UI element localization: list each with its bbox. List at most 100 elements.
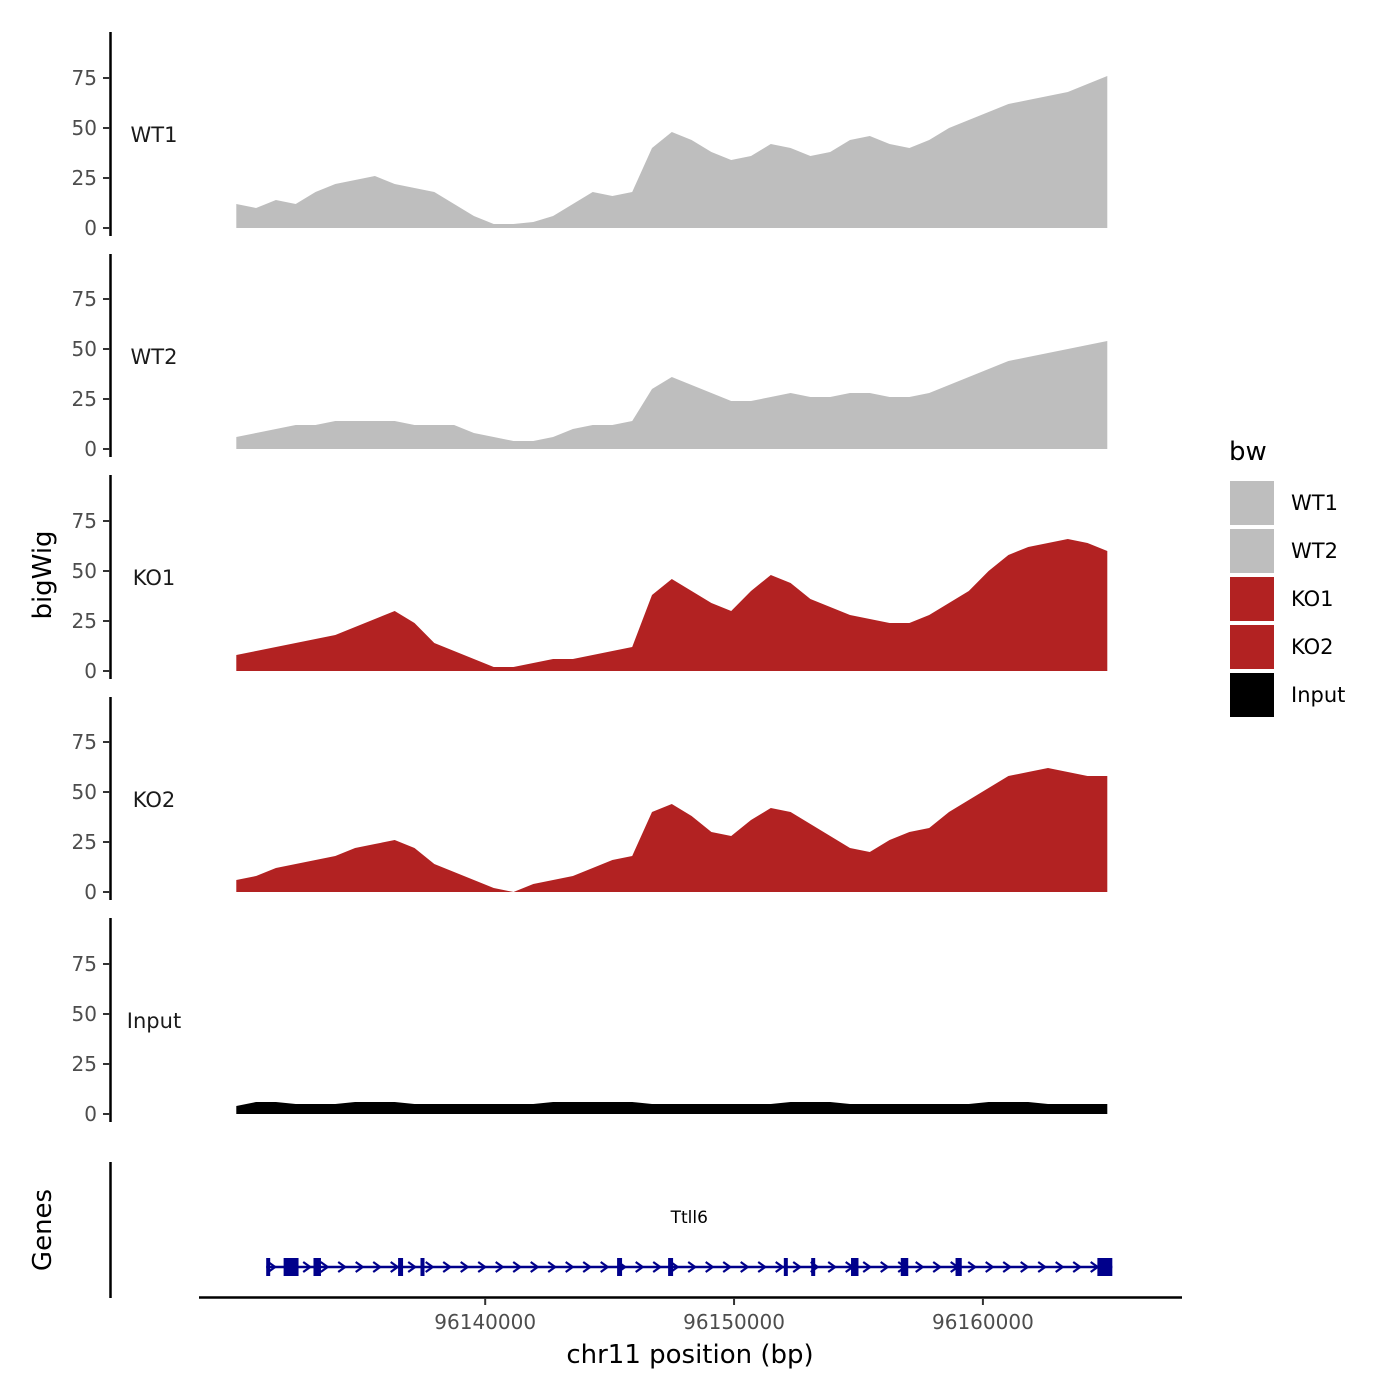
legend-swatch-ko1	[1228, 575, 1276, 623]
gene-exon	[313, 1258, 321, 1276]
gene-exon	[266, 1258, 271, 1276]
y-tick-label-input-75: 75	[72, 952, 97, 976]
track-panel-input: 0 25 50 75 Input	[72, 918, 1108, 1126]
gene-exon	[811, 1258, 816, 1276]
y-tick-label-ko1-50: 50	[72, 559, 97, 583]
strand-chevron	[1020, 1261, 1030, 1273]
coverage-area-ko2	[236, 768, 1108, 892]
track-label-wt2: WT2	[131, 345, 178, 369]
genes-track: Genes Ttll6	[28, 1162, 1113, 1298]
strand-chevron	[862, 1261, 873, 1273]
track-label-wt1: WT1	[131, 123, 178, 147]
strand-chevron	[530, 1261, 540, 1273]
legend-label-input: Input	[1291, 683, 1345, 707]
gene-exon	[851, 1258, 859, 1276]
legend-label-wt2: WT2	[1291, 539, 1338, 563]
y-axis-title: bigWig	[28, 530, 58, 619]
coverage-area-wt2	[236, 341, 1108, 449]
strand-chevron	[267, 1261, 278, 1273]
strand-chevron	[880, 1261, 890, 1273]
strand-chevron	[512, 1261, 523, 1273]
y-tick-label-ko1-25: 25	[72, 609, 97, 633]
legend-swatch-input	[1228, 671, 1276, 719]
track-label-input: Input	[127, 1009, 181, 1033]
gene-label-ttll6: Ttll6	[670, 1208, 708, 1228]
strand-chevron	[565, 1261, 575, 1273]
y-tick-label-ko2-25: 25	[72, 830, 97, 854]
strand-chevron	[1037, 1261, 1048, 1273]
genes-track-title: Genes	[28, 1189, 58, 1271]
x-axis: 96140000 96150000 96160000 chr11 position …	[199, 1296, 1182, 1370]
track-panel-ko2: 0 25 50 75 KO2	[72, 697, 1108, 904]
gene-exon	[900, 1258, 909, 1276]
legend-item-wt2: WT2	[1228, 527, 1338, 575]
y-tick-label-ko2-50: 50	[72, 780, 97, 804]
gene-exon	[398, 1258, 404, 1276]
strand-chevron	[1072, 1261, 1083, 1273]
legend-swatch-wt2	[1228, 527, 1276, 575]
strand-chevron	[757, 1261, 768, 1273]
strand-chevron	[547, 1261, 558, 1273]
strand-chevron	[320, 1261, 330, 1273]
strand-chevron	[722, 1261, 733, 1273]
strand-chevron	[635, 1261, 645, 1273]
track-label-ko2: KO2	[133, 788, 176, 812]
strand-chevron	[775, 1261, 785, 1273]
y-tick-label-wt1-50: 50	[72, 116, 97, 140]
gene-models: Ttll6	[266, 1208, 1113, 1276]
strand-chevron	[495, 1261, 505, 1273]
y-tick-label-input-25: 25	[72, 1052, 97, 1076]
gene-exon	[1097, 1258, 1113, 1276]
strand-chevron	[582, 1261, 593, 1273]
gene-exon	[283, 1258, 299, 1276]
x-ticks: 96140000 96150000 96160000	[434, 1298, 1034, 1334]
strand-chevron	[1055, 1261, 1065, 1273]
strand-chevron	[915, 1261, 925, 1273]
strand-chevron	[652, 1261, 663, 1273]
gene-exon	[420, 1258, 425, 1276]
x-tick-label-96160000: 96160000	[932, 1310, 1034, 1334]
gene-exon	[617, 1258, 623, 1276]
legend-item-wt1: WT1	[1228, 479, 1338, 527]
legend-item-input: Input	[1228, 671, 1345, 719]
coverage-area-wt1	[236, 76, 1108, 228]
strand-chevron	[932, 1261, 943, 1273]
y-tick-label-ko1-0: 0	[84, 659, 97, 683]
strand-chevron	[827, 1261, 838, 1273]
y-tick-label-wt2-50: 50	[72, 337, 97, 361]
track-panel-wt1: 0 25 50 75 WT1	[72, 32, 1108, 240]
y-tick-label-input-0: 0	[84, 1102, 97, 1126]
y-tick-label-wt2-0: 0	[84, 437, 97, 461]
strand-chevron	[1002, 1261, 1013, 1273]
strand-chevron	[425, 1261, 435, 1273]
legend-item-ko2: KO2	[1228, 623, 1334, 671]
strand-chevron	[967, 1261, 978, 1273]
gene-exon	[955, 1258, 962, 1276]
strand-chevron	[477, 1261, 488, 1273]
x-tick-label-96140000: 96140000	[434, 1310, 536, 1334]
gene-ttll6: Ttll6	[266, 1208, 1113, 1276]
y-tick-label-ko2-75: 75	[72, 730, 97, 754]
coverage-area-input	[236, 1102, 1108, 1114]
legend-items: WT1 WT2 KO1 KO2 Input	[1228, 479, 1345, 719]
legend-item-ko1: KO1	[1228, 575, 1334, 623]
strand-chevron	[337, 1261, 348, 1273]
strand-chevron	[372, 1261, 383, 1273]
strand-chevron	[985, 1261, 995, 1273]
gene-exon	[783, 1258, 788, 1276]
y-tick-label-input-50: 50	[72, 1002, 97, 1026]
strand-chevron	[442, 1261, 453, 1273]
y-tick-label-wt1-75: 75	[72, 66, 97, 90]
strand-chevron	[687, 1261, 698, 1273]
strand-chevron	[705, 1261, 715, 1273]
y-tick-label-wt2-75: 75	[72, 287, 97, 311]
y-tick-label-wt1-25: 25	[72, 166, 97, 190]
legend-label-wt1: WT1	[1291, 491, 1338, 515]
track-panel-wt2: 0 25 50 75 WT2	[72, 254, 1108, 461]
legend-label-ko1: KO1	[1291, 587, 1334, 611]
gene-exon	[668, 1258, 674, 1276]
legend-swatch-wt1	[1228, 479, 1276, 527]
track-panels: 0 25 50 75 WT1 0 25 50 75 WT2 0 25 50 75 KO1 0 25 50 75 KO2…	[72, 32, 1108, 1126]
y-tick-label-ko2-0: 0	[84, 880, 97, 904]
